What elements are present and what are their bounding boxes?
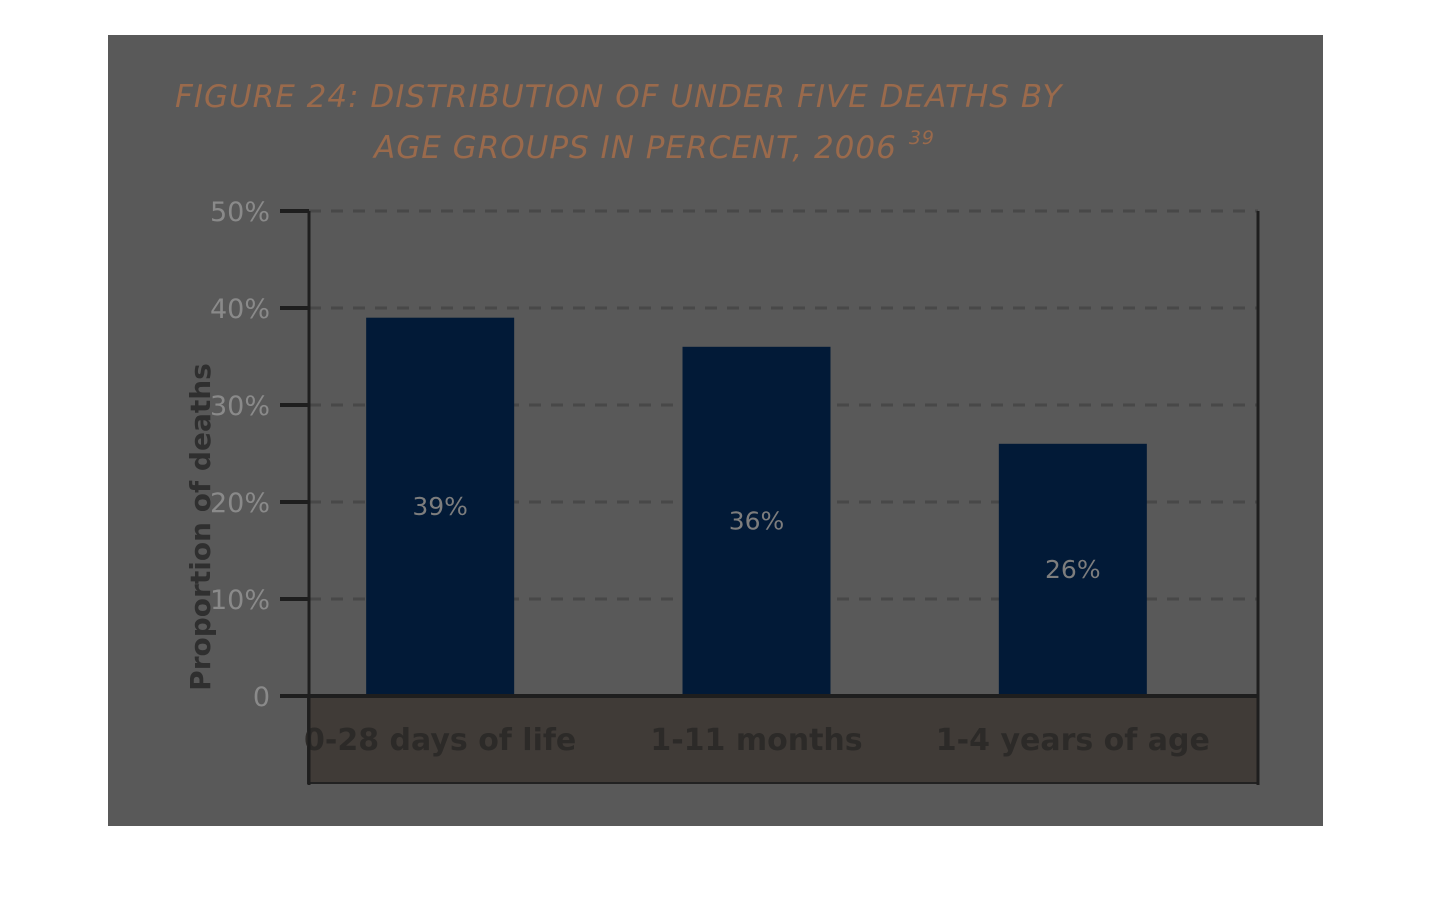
chart-title: FIGURE 24: DISTRIBUTION OF UNDER FIVE DE… [175, 79, 1064, 115]
title-footnote-marker: 39 [909, 127, 935, 149]
bars: 39% 36% 26% [366, 317, 1147, 696]
y-tick-label: 30% [210, 391, 270, 422]
category-strip [307, 694, 1259, 784]
y-tick-label: 0 [253, 682, 270, 713]
bar [998, 443, 1147, 696]
chart-title-line-2: AGE GROUPS IN PERCENT, 2006 39 [372, 127, 935, 166]
y-tick-label: 50% [210, 197, 270, 228]
chart-title-line-2-text: AGE GROUPS IN PERCENT, 2006 [372, 130, 897, 166]
bar [366, 317, 515, 696]
bar-data-label: 39% [412, 492, 468, 521]
bar-chart: FIGURE 24: DISTRIBUTION OF UNDER FIVE DE… [175, 79, 1260, 785]
category-label: 1-4 years of age [936, 723, 1210, 758]
y-tick-label: 40% [210, 294, 270, 325]
category-label: 0-28 days of life [304, 723, 576, 758]
y-tick-label: 20% [210, 488, 270, 519]
y-axis-label: Proportion of deaths [184, 363, 217, 691]
bar-data-label: 36% [729, 506, 785, 535]
y-tick-label: 10% [210, 585, 270, 616]
y-axis-ticks: 0 10% 20% 30% 40% 50% [210, 197, 309, 713]
bar-data-label: 26% [1045, 555, 1101, 584]
chart-panel: FIGURE 24: DISTRIBUTION OF UNDER FIVE DE… [108, 35, 1323, 826]
category-labels: 0-28 days of life 1-11 months 1-4 years of… [304, 723, 1210, 758]
category-label: 1-11 months [650, 723, 862, 758]
bar [682, 346, 831, 696]
